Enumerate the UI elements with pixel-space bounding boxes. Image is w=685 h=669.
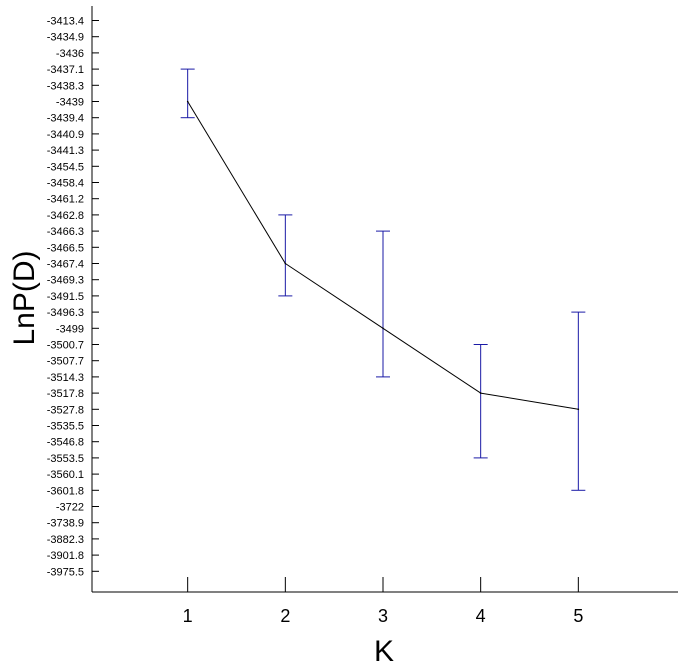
y-tick-label: -3437.1: [47, 64, 84, 76]
y-tick-label: -3440.9: [47, 129, 84, 141]
y-tick-label: -3439.4: [47, 113, 84, 125]
y-tick-label: -3553.5: [47, 453, 84, 465]
y-tick-label: -3458.4: [47, 178, 84, 190]
y-tick-label: -3413.4: [47, 16, 84, 28]
y-tick-label: -3461.2: [47, 194, 84, 206]
y-axis-title: LnP(D): [8, 250, 41, 345]
y-tick-label: -3496.3: [47, 307, 84, 319]
y-tick-label: -3975.5: [47, 566, 84, 578]
y-tick-label: -3441.3: [47, 145, 84, 157]
y-tick-label: -3722: [56, 502, 84, 514]
y-tick-label: -3507.7: [47, 356, 84, 368]
x-tick-label: 2: [280, 606, 290, 626]
y-tick-label: -3500.7: [47, 340, 84, 352]
y-tick-label: -3901.8: [47, 550, 84, 562]
y-tick-label: -3738.9: [47, 518, 84, 530]
y-tick-label: -3491.5: [47, 291, 84, 303]
y-tick-label: -3469.3: [47, 275, 84, 287]
y-tick-label: -3517.8: [47, 388, 84, 400]
y-tick-label: -3439: [56, 97, 84, 109]
y-tick-label: -3882.3: [47, 534, 84, 546]
error-bar: [278, 214, 293, 297]
y-tick-label: -3601.8: [47, 485, 84, 497]
y-tick-label: -3466.3: [47, 226, 84, 238]
y-tick-label: -3434.9: [47, 32, 84, 44]
series-line: [187, 101, 579, 410]
x-tick-label: 5: [573, 606, 583, 626]
series-segment: [285, 263, 384, 329]
x-tick-label: 1: [183, 606, 193, 626]
y-tick-label: -3438.3: [47, 80, 84, 92]
y-tick-label: -3467.4: [47, 259, 84, 271]
y-tick-label: -3499: [56, 323, 84, 335]
y-tick-label: -3462.8: [47, 210, 84, 222]
series-segment: [382, 327, 481, 394]
y-tick-label: -3514.3: [47, 372, 84, 384]
x-axis-ticks: 1 2 3 4 5: [183, 577, 583, 626]
y-axis-ticks: -3413.4 -3434.9 -3436 -3437.1 -3438.3 -3439 -3…: [47, 16, 99, 578]
plot-axes: [91, 6, 678, 593]
series-segment: [480, 392, 579, 410]
x-tick-label: 4: [476, 606, 486, 626]
y-tick-label: -3466.5: [47, 242, 84, 254]
error-bar: [376, 230, 390, 378]
error-bar: [180, 68, 195, 119]
y-tick-label: -3546.8: [47, 437, 84, 449]
x-tick-label: 3: [378, 606, 388, 626]
x-axis-title: K: [374, 635, 394, 668]
series-segment: [187, 101, 286, 264]
y-tick-label: -3535.5: [47, 421, 84, 433]
error-bar: [473, 344, 488, 459]
error-bars: [180, 68, 586, 491]
y-tick-label: -3454.5: [47, 161, 84, 173]
error-bar: [571, 311, 586, 491]
y-tick-label: -3527.8: [47, 404, 84, 416]
y-tick-label: -3436: [56, 48, 84, 60]
y-tick-label: -3560.1: [47, 469, 84, 481]
